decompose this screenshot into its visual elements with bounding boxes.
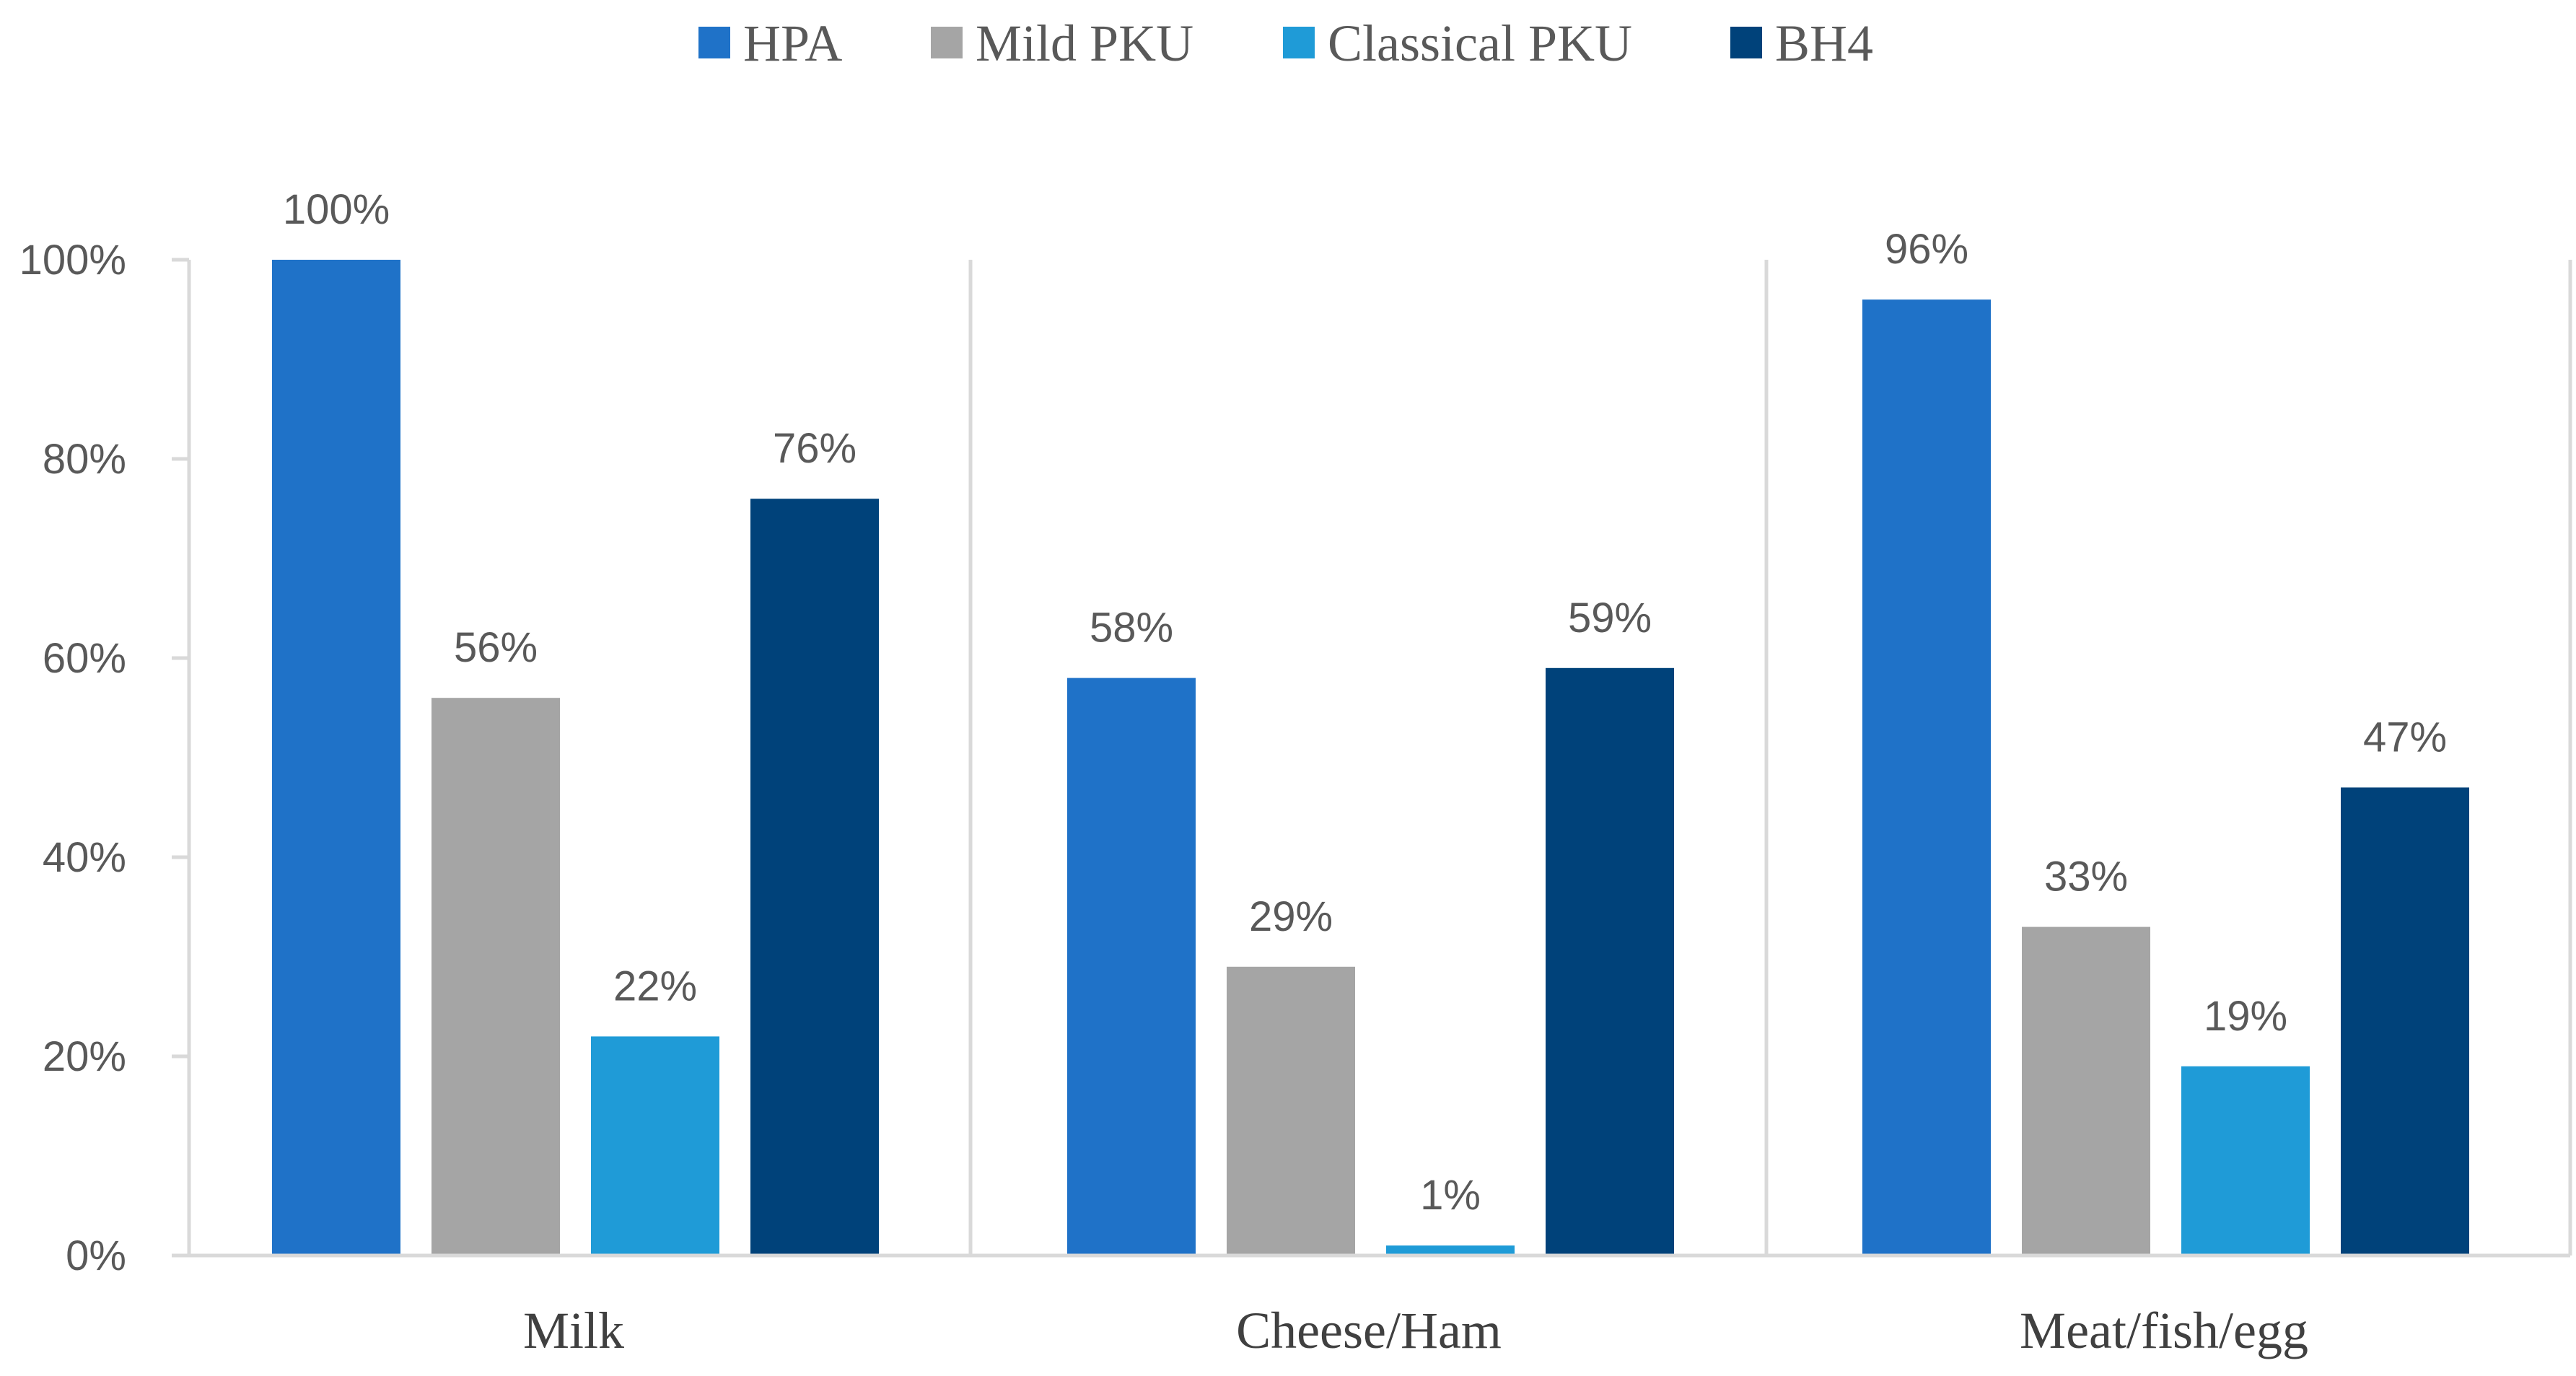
y-tick-label: 60% bbox=[43, 635, 126, 682]
data-label: 56% bbox=[454, 624, 538, 671]
y-tick-label: 0% bbox=[66, 1232, 126, 1279]
bar bbox=[1862, 299, 1991, 1256]
data-label: 22% bbox=[613, 963, 697, 1009]
data-label: 47% bbox=[2363, 714, 2447, 761]
data-label: 96% bbox=[1885, 226, 1968, 273]
x-axis: Milk Cheese/Ham Meat/fish/egg bbox=[172, 1253, 2570, 1359]
bars bbox=[272, 260, 2469, 1256]
bar bbox=[2181, 1066, 2310, 1256]
bar bbox=[431, 698, 560, 1256]
bar bbox=[1546, 667, 1674, 1256]
legend-item-classical-pku: Classical PKU bbox=[1283, 14, 1632, 72]
data-label: 76% bbox=[773, 425, 857, 472]
legend-swatch bbox=[931, 27, 963, 58]
bar bbox=[591, 1036, 719, 1256]
data-label: 19% bbox=[2204, 993, 2287, 1040]
legend: HPA Mild PKU Classical PKU BH4 bbox=[698, 14, 1873, 72]
data-label: 59% bbox=[1568, 595, 1652, 641]
y-tick-label: 40% bbox=[43, 834, 126, 881]
legend-swatch bbox=[1283, 27, 1315, 58]
bar bbox=[2022, 926, 2150, 1256]
legend-label: Mild PKU bbox=[976, 14, 1193, 72]
category-dividers bbox=[187, 260, 2572, 1256]
data-label: 100% bbox=[283, 186, 390, 233]
data-labels: 100% 56% 22% 76% 58% 29% 1% 59% 96% 33% 19% 47% bbox=[283, 186, 2447, 1219]
bar bbox=[272, 260, 400, 1256]
category-label: Meat/fish/egg bbox=[2020, 1302, 2308, 1359]
y-tick-label: 100% bbox=[19, 237, 126, 284]
legend-label: HPA bbox=[743, 14, 842, 72]
bar bbox=[1227, 966, 1355, 1256]
y-tick-label: 20% bbox=[43, 1033, 126, 1080]
legend-swatch bbox=[1730, 27, 1762, 58]
data-label: 58% bbox=[1090, 605, 1173, 652]
bar bbox=[2341, 787, 2469, 1256]
bar bbox=[750, 499, 879, 1256]
legend-item-mild-pku: Mild PKU bbox=[931, 14, 1193, 72]
bar bbox=[1386, 1245, 1515, 1256]
legend-item-bh4: BH4 bbox=[1730, 14, 1873, 72]
y-tick-label: 80% bbox=[43, 436, 126, 483]
data-label: 33% bbox=[2044, 854, 2128, 900]
bar bbox=[1067, 678, 1196, 1256]
category-label: Milk bbox=[523, 1302, 624, 1359]
legend-label: BH4 bbox=[1775, 14, 1873, 72]
y-axis: 0% 20% 40% 60% 80% 100% bbox=[19, 237, 189, 1279]
data-label: 29% bbox=[1249, 893, 1333, 940]
data-label: 1% bbox=[1420, 1172, 1481, 1219]
category-label: Cheese/Ham bbox=[1236, 1302, 1502, 1359]
legend-label: Classical PKU bbox=[1328, 14, 1632, 72]
legend-swatch bbox=[698, 27, 730, 58]
legend-item-hpa: HPA bbox=[698, 14, 842, 72]
